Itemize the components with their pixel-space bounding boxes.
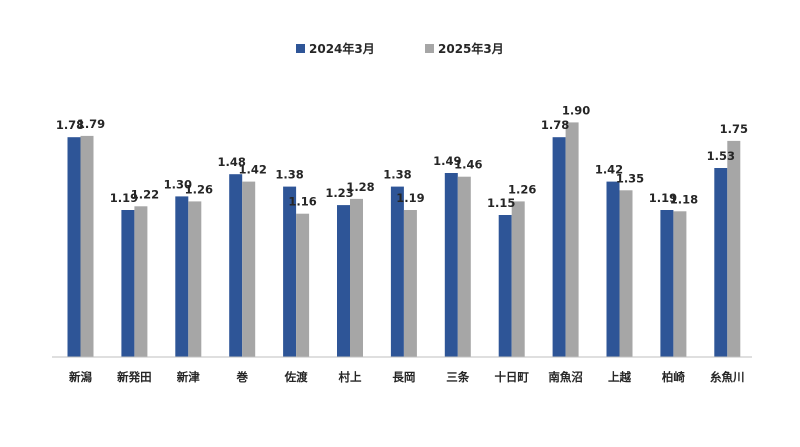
bars <box>67 122 741 358</box>
value-label-2025-0: 1.79 <box>77 117 105 131</box>
category-label-6: 長岡 <box>392 370 415 384</box>
value-label-2024-0: 1.78 <box>56 118 84 132</box>
category-label-5: 村上 <box>339 370 362 384</box>
value-label-2025-2: 1.26 <box>185 182 213 196</box>
bar-2025-0 <box>80 135 94 357</box>
bar-2025-7 <box>457 176 471 357</box>
value-label-2024-2: 1.30 <box>164 177 192 191</box>
category-label-12: 糸魚川 <box>710 370 745 384</box>
value-label-2024-7: 1.49 <box>433 154 461 168</box>
legend-swatch-1 <box>425 44 434 53</box>
bar-2024-8 <box>498 215 512 357</box>
category-label-9: 南魚沼 <box>548 370 583 384</box>
bar-2024-9 <box>552 137 566 357</box>
bar-2024-12 <box>714 168 728 357</box>
bar-2025-9 <box>565 122 579 358</box>
value-label-2024-9: 1.78 <box>541 118 569 132</box>
category-labels: 新潟 新発田 新津 巻 佐渡 村上 長岡 三条 十日町 南魚沼 上越 柏崎 糸魚川 <box>69 370 745 384</box>
bar-2024-2 <box>175 196 189 357</box>
value-label-2025-6: 1.19 <box>396 191 424 205</box>
category-label-3: 巻 <box>235 370 248 384</box>
value-label-2024-3: 1.48 <box>218 155 246 169</box>
bar-2025-4 <box>296 213 310 357</box>
value-label-2025-12: 1.75 <box>720 122 748 136</box>
value-label-2024-8: 1.15 <box>487 196 515 210</box>
bar-2024-1 <box>121 210 135 357</box>
value-label-2025-7: 1.46 <box>454 158 482 172</box>
value-label-2025-3: 1.42 <box>239 163 267 177</box>
value-label-2025-8: 1.26 <box>508 182 536 196</box>
value-label-2024-11: 1.19 <box>649 191 677 205</box>
bar-2025-8 <box>511 201 525 357</box>
value-label-2025-10: 1.35 <box>616 171 644 185</box>
legend: 2024年3月 2025年3月 <box>296 41 504 56</box>
value-labels: 1.781.791.191.221.301.261.481.42 1.381.16… <box>56 103 748 210</box>
value-label-2024-5: 1.23 <box>325 186 353 200</box>
bar-2025-11 <box>673 211 687 357</box>
category-label-8: 十日町 <box>494 370 529 384</box>
value-label-2025-4: 1.16 <box>288 195 316 209</box>
value-label-2024-12: 1.53 <box>707 149 735 163</box>
bar-2024-0 <box>67 137 81 357</box>
bar-2024-7 <box>444 173 458 357</box>
category-label-10: 上越 <box>608 370 631 384</box>
category-label-1: 新発田 <box>117 370 152 384</box>
value-label-2025-5: 1.28 <box>346 180 374 194</box>
value-label-2024-4: 1.38 <box>275 168 303 182</box>
value-label-2024-1: 1.19 <box>110 191 138 205</box>
bar-2025-6 <box>403 210 417 357</box>
value-label-2025-9: 1.90 <box>562 103 590 117</box>
category-label-0: 新潟 <box>69 370 92 384</box>
bar-2024-5 <box>337 205 350 357</box>
legend-label-1: 2025年3月 <box>438 41 504 56</box>
value-label-2025-1: 1.22 <box>131 187 159 201</box>
bar-2025-12 <box>727 140 741 357</box>
category-label-2: 新津 <box>177 370 200 384</box>
bar-2024-10 <box>606 181 620 357</box>
value-label-2025-11: 1.18 <box>670 192 698 206</box>
value-label-2024-10: 1.42 <box>595 163 623 177</box>
category-label-7: 三条 <box>446 370 469 384</box>
bar-2025-3 <box>242 181 256 357</box>
legend-swatch-0 <box>296 44 305 53</box>
category-label-4: 佐渡 <box>284 370 308 384</box>
bar-2025-1 <box>134 206 148 357</box>
bar-2024-11 <box>660 210 674 357</box>
bar-2025-10 <box>619 190 633 357</box>
bar-2024-6 <box>390 186 404 357</box>
bar-2025-5 <box>350 198 363 357</box>
legend-label-0: 2024年3月 <box>309 41 375 56</box>
value-label-2024-6: 1.38 <box>383 168 411 182</box>
bar-2024-3 <box>229 174 243 357</box>
bar-2024-4 <box>283 186 297 357</box>
bar-2025-2 <box>188 201 202 357</box>
category-label-11: 柏崎 <box>662 370 685 384</box>
